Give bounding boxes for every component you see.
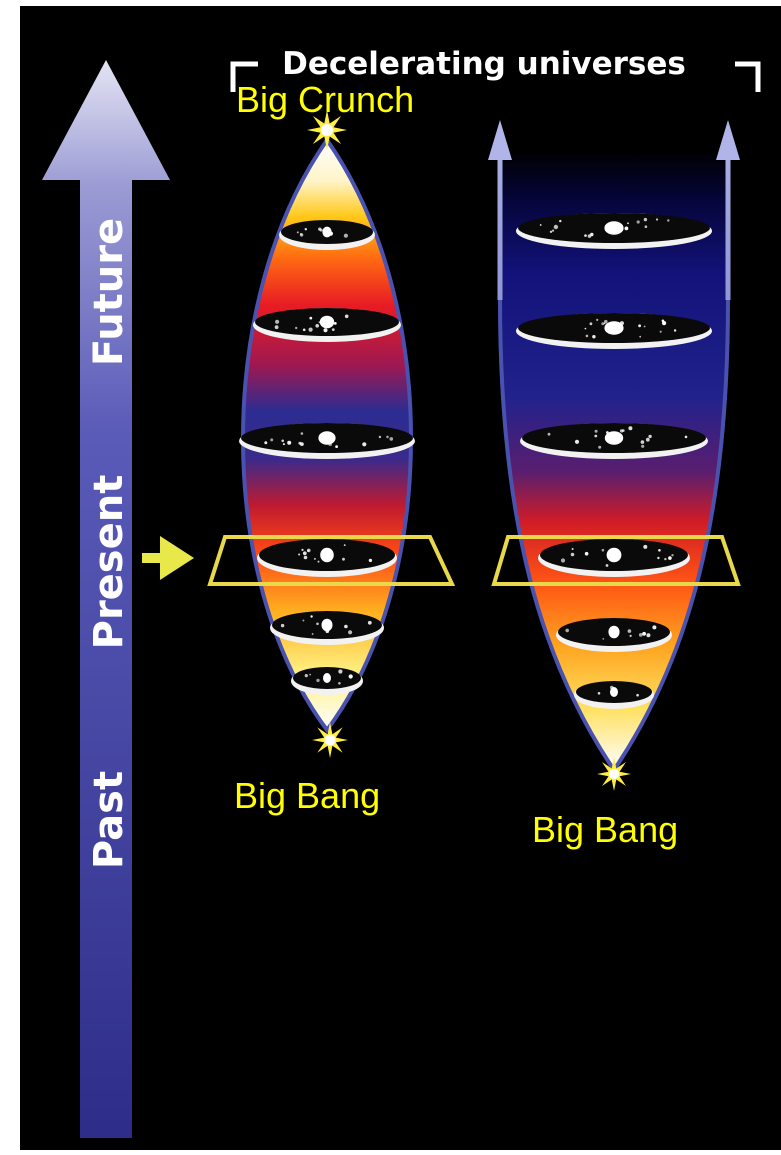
big-bang-star-right xyxy=(597,757,631,791)
big-bang-label-left: Big Bang xyxy=(234,775,380,816)
galaxy-disc xyxy=(270,611,384,645)
galaxy-disc xyxy=(239,423,415,459)
present-marker-arrow xyxy=(142,536,194,580)
galaxy-disc xyxy=(253,308,401,342)
galaxy-disc xyxy=(574,681,654,709)
present-plane-right xyxy=(491,535,741,586)
present-label: Present xyxy=(86,475,132,650)
big-crunch-label: Big Crunch xyxy=(236,79,414,120)
galaxy-disc xyxy=(538,539,690,577)
title-bracket xyxy=(230,61,761,92)
galaxy-disc xyxy=(257,539,397,577)
big-crunch-star xyxy=(307,110,347,150)
galaxy-disc xyxy=(556,618,672,652)
future-label: Future xyxy=(86,218,132,366)
universe-closed xyxy=(207,136,456,734)
galaxy-disc xyxy=(279,220,375,250)
open-universe-shape xyxy=(500,150,728,770)
past-label: Past xyxy=(86,771,132,869)
galaxy-disc xyxy=(520,423,708,459)
galaxy-disc xyxy=(291,667,363,695)
big-bang-label-right: Big Bang xyxy=(532,809,678,850)
big-bang-star-left xyxy=(312,722,348,758)
galaxy-disc xyxy=(516,313,712,349)
open-universe-arrowheads xyxy=(488,120,740,300)
time-arrow xyxy=(42,60,170,1138)
diagram-title: Decelerating universes xyxy=(282,46,686,82)
galaxy-disc xyxy=(516,213,712,249)
universe-open xyxy=(488,120,741,772)
present-plane-left xyxy=(207,535,456,586)
